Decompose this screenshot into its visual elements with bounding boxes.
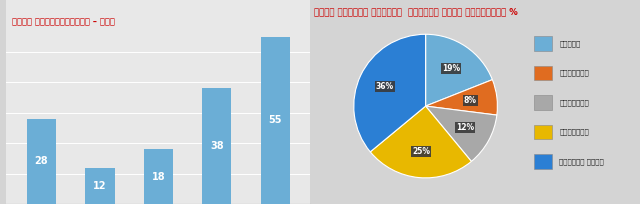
Text: 38: 38 <box>210 141 223 151</box>
Wedge shape <box>354 34 426 152</box>
Text: एकुण अध्ययनार्थी – १९१: एकुण अध्ययनार्थी – १९१ <box>13 18 115 27</box>
Bar <box>260 37 290 204</box>
Text: यापैकी नाही: यापैकी नाही <box>559 158 604 165</box>
Text: 25%: 25% <box>412 147 430 156</box>
Text: 12%: 12% <box>456 123 474 132</box>
Bar <box>27 119 56 204</box>
Text: भागाकार: भागाकार <box>559 129 589 135</box>
Bar <box>202 89 232 204</box>
Wedge shape <box>426 106 497 161</box>
Text: गणित गणितीय क्रिया  अध्ययन स्तर विश्लेषण %: गणित गणितीय क्रिया अध्ययन स्तर विश्लेषण … <box>314 7 517 16</box>
FancyBboxPatch shape <box>534 66 552 80</box>
Text: गुणाकार: गुणाकार <box>559 99 589 106</box>
Text: 12: 12 <box>93 181 107 191</box>
Bar <box>144 149 173 204</box>
FancyBboxPatch shape <box>534 95 552 110</box>
Wedge shape <box>426 34 492 106</box>
Text: 8%: 8% <box>464 96 477 105</box>
Wedge shape <box>426 80 497 115</box>
Text: 28: 28 <box>35 156 48 166</box>
Text: बेरीज: बेरीज <box>559 40 580 47</box>
FancyBboxPatch shape <box>534 36 552 51</box>
Text: 36%: 36% <box>376 82 394 91</box>
Text: 55: 55 <box>269 115 282 125</box>
Wedge shape <box>371 106 472 178</box>
FancyBboxPatch shape <box>534 125 552 139</box>
Text: वजाबाकी: वजाबाकी <box>559 70 589 76</box>
FancyBboxPatch shape <box>534 154 552 169</box>
Text: 18: 18 <box>152 172 165 182</box>
Text: 19%: 19% <box>442 64 460 73</box>
Bar <box>85 167 115 204</box>
